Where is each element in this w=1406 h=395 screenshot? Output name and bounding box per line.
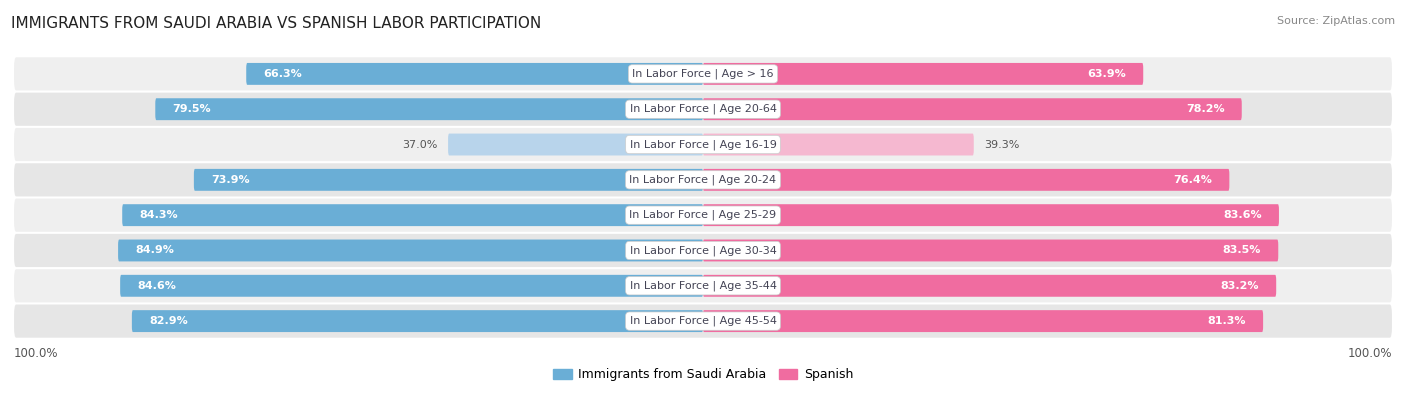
FancyBboxPatch shape	[120, 275, 703, 297]
FancyBboxPatch shape	[155, 98, 703, 120]
Text: In Labor Force | Age > 16: In Labor Force | Age > 16	[633, 69, 773, 79]
FancyBboxPatch shape	[14, 269, 1392, 303]
FancyBboxPatch shape	[14, 128, 1392, 161]
FancyBboxPatch shape	[703, 239, 1278, 261]
Text: 73.9%: 73.9%	[211, 175, 250, 185]
Text: 78.2%: 78.2%	[1185, 104, 1225, 114]
Text: 81.3%: 81.3%	[1208, 316, 1246, 326]
Text: 83.2%: 83.2%	[1220, 281, 1258, 291]
FancyBboxPatch shape	[122, 204, 703, 226]
FancyBboxPatch shape	[703, 169, 1229, 191]
FancyBboxPatch shape	[703, 63, 1143, 85]
FancyBboxPatch shape	[14, 92, 1392, 126]
Text: Source: ZipAtlas.com: Source: ZipAtlas.com	[1277, 16, 1395, 26]
Text: IMMIGRANTS FROM SAUDI ARABIA VS SPANISH LABOR PARTICIPATION: IMMIGRANTS FROM SAUDI ARABIA VS SPANISH …	[11, 16, 541, 31]
Text: In Labor Force | Age 25-29: In Labor Force | Age 25-29	[630, 210, 776, 220]
Text: 84.6%: 84.6%	[138, 281, 176, 291]
Text: In Labor Force | Age 35-44: In Labor Force | Age 35-44	[630, 280, 776, 291]
Text: 84.9%: 84.9%	[135, 245, 174, 256]
Text: In Labor Force | Age 20-24: In Labor Force | Age 20-24	[630, 175, 776, 185]
Text: 39.3%: 39.3%	[984, 139, 1019, 150]
Text: 66.3%: 66.3%	[263, 69, 302, 79]
FancyBboxPatch shape	[118, 239, 703, 261]
FancyBboxPatch shape	[703, 98, 1241, 120]
FancyBboxPatch shape	[246, 63, 703, 85]
FancyBboxPatch shape	[14, 234, 1392, 267]
FancyBboxPatch shape	[14, 163, 1392, 196]
FancyBboxPatch shape	[703, 204, 1279, 226]
Text: 79.5%: 79.5%	[173, 104, 211, 114]
Text: 76.4%: 76.4%	[1173, 175, 1212, 185]
Text: In Labor Force | Age 16-19: In Labor Force | Age 16-19	[630, 139, 776, 150]
FancyBboxPatch shape	[449, 134, 703, 156]
FancyBboxPatch shape	[703, 310, 1263, 332]
Text: 37.0%: 37.0%	[402, 139, 437, 150]
Legend: Immigrants from Saudi Arabia, Spanish: Immigrants from Saudi Arabia, Spanish	[548, 363, 858, 386]
FancyBboxPatch shape	[194, 169, 703, 191]
FancyBboxPatch shape	[703, 275, 1277, 297]
FancyBboxPatch shape	[14, 305, 1392, 338]
Text: In Labor Force | Age 30-34: In Labor Force | Age 30-34	[630, 245, 776, 256]
Text: 63.9%: 63.9%	[1087, 69, 1126, 79]
Text: 84.3%: 84.3%	[139, 210, 179, 220]
FancyBboxPatch shape	[703, 134, 974, 156]
Text: 83.5%: 83.5%	[1223, 245, 1261, 256]
FancyBboxPatch shape	[14, 199, 1392, 232]
Text: In Labor Force | Age 20-64: In Labor Force | Age 20-64	[630, 104, 776, 115]
Text: 82.9%: 82.9%	[149, 316, 188, 326]
Text: 100.0%: 100.0%	[1347, 346, 1392, 359]
Text: 83.6%: 83.6%	[1223, 210, 1261, 220]
Text: 100.0%: 100.0%	[14, 346, 59, 359]
FancyBboxPatch shape	[14, 57, 1392, 90]
Text: In Labor Force | Age 45-54: In Labor Force | Age 45-54	[630, 316, 776, 326]
FancyBboxPatch shape	[132, 310, 703, 332]
